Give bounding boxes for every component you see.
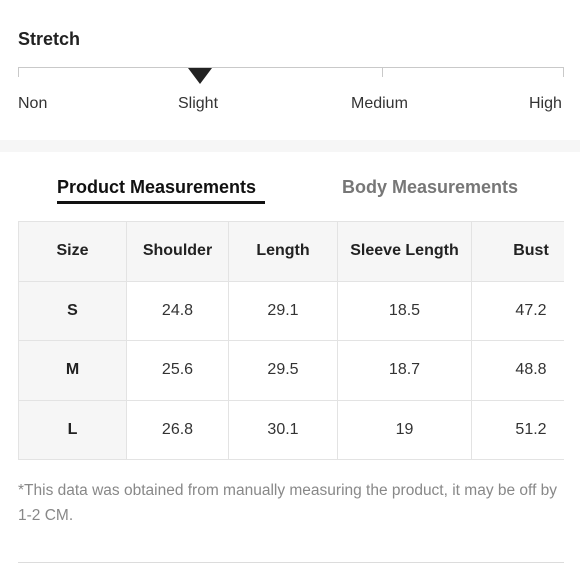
table-cell: 18.7 bbox=[337, 340, 472, 401]
table-cell: 29.1 bbox=[228, 280, 338, 341]
column-header-sleeve-length: Sleeve Length bbox=[337, 221, 472, 282]
tab-body-measurements[interactable]: Body Measurements bbox=[342, 177, 519, 197]
active-tab-underline bbox=[57, 201, 265, 204]
stretch-level-medium: Medium bbox=[351, 95, 408, 112]
stretch-tick bbox=[563, 67, 564, 77]
stretch-title: Stretch bbox=[18, 29, 81, 49]
table-row: M 25.6 29.5 18.7 48.8 bbox=[18, 340, 564, 401]
measurement-tabs: Product Measurements Body Measurements bbox=[0, 152, 580, 212]
table-cell: 47.2 bbox=[471, 280, 564, 341]
size-cell: L bbox=[18, 399, 127, 460]
section-divider bbox=[0, 140, 580, 152]
table-row: L 26.8 30.1 19 51.2 bbox=[18, 399, 564, 460]
table-cell: 25.6 bbox=[126, 340, 229, 401]
table-cell: 24.8 bbox=[126, 280, 229, 341]
column-header-bust: Bust bbox=[471, 221, 564, 282]
stretch-level-high: High bbox=[529, 95, 562, 112]
stretch-indicator-triangle-icon bbox=[188, 68, 212, 84]
stretch-tick bbox=[18, 67, 19, 77]
stretch-tick bbox=[382, 67, 383, 77]
column-header-shoulder: Shoulder bbox=[126, 221, 229, 282]
table-header-row: Size Shoulder Length Sleeve Length Bust bbox=[18, 221, 564, 282]
bottom-divider bbox=[18, 562, 564, 563]
column-header-size: Size bbox=[18, 221, 127, 282]
stretch-level-non: Non bbox=[18, 95, 48, 112]
stretch-scale-track bbox=[18, 67, 564, 68]
table-cell: 51.2 bbox=[471, 399, 564, 460]
table-cell: 30.1 bbox=[228, 399, 338, 460]
tab-product-measurements[interactable]: Product Measurements bbox=[57, 177, 257, 197]
stretch-level-slight: Slight bbox=[178, 95, 219, 112]
table-row: S 24.8 29.1 18.5 47.2 bbox=[18, 280, 564, 341]
measurement-disclaimer: *This data was obtained from manually me… bbox=[18, 482, 558, 524]
table-cell: 18.5 bbox=[337, 280, 472, 341]
size-cell: S bbox=[18, 280, 127, 341]
table-cell: 19 bbox=[337, 399, 472, 460]
table-cell: 26.8 bbox=[126, 399, 229, 460]
size-cell: M bbox=[18, 340, 127, 401]
size-chart-table-container[interactable]: Size Shoulder Length Sleeve Length Bust … bbox=[18, 221, 564, 461]
stretch-section: Stretch Non Slight Medium High bbox=[0, 0, 580, 140]
size-chart-table: Size Shoulder Length Sleeve Length Bust … bbox=[18, 221, 564, 460]
column-header-length: Length bbox=[228, 221, 338, 282]
table-cell: 29.5 bbox=[228, 340, 338, 401]
table-cell: 48.8 bbox=[471, 340, 564, 401]
